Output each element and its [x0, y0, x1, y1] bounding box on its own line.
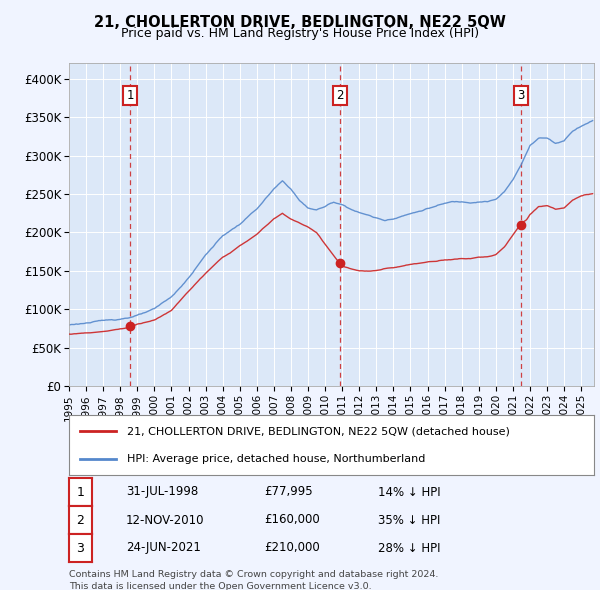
- Text: 28% ↓ HPI: 28% ↓ HPI: [378, 542, 440, 555]
- Text: £210,000: £210,000: [264, 542, 320, 555]
- Text: Contains HM Land Registry data © Crown copyright and database right 2024.: Contains HM Land Registry data © Crown c…: [69, 570, 439, 579]
- Text: 35% ↓ HPI: 35% ↓ HPI: [378, 513, 440, 526]
- Text: 12-NOV-2010: 12-NOV-2010: [126, 513, 205, 526]
- Text: 24-JUN-2021: 24-JUN-2021: [126, 542, 201, 555]
- Text: 2: 2: [336, 89, 344, 102]
- Text: 21, CHOLLERTON DRIVE, BEDLINGTON, NE22 5QW: 21, CHOLLERTON DRIVE, BEDLINGTON, NE22 5…: [94, 15, 506, 30]
- Text: Price paid vs. HM Land Registry's House Price Index (HPI): Price paid vs. HM Land Registry's House …: [121, 27, 479, 40]
- Text: 3: 3: [76, 542, 85, 555]
- Text: 3: 3: [517, 89, 525, 102]
- Text: 1: 1: [127, 89, 134, 102]
- Text: HPI: Average price, detached house, Northumberland: HPI: Average price, detached house, Nort…: [127, 454, 425, 464]
- Text: This data is licensed under the Open Government Licence v3.0.: This data is licensed under the Open Gov…: [69, 582, 371, 590]
- Text: 21, CHOLLERTON DRIVE, BEDLINGTON, NE22 5QW (detached house): 21, CHOLLERTON DRIVE, BEDLINGTON, NE22 5…: [127, 426, 509, 436]
- Text: 31-JUL-1998: 31-JUL-1998: [126, 486, 198, 499]
- Text: 1: 1: [76, 486, 85, 499]
- Text: £160,000: £160,000: [264, 513, 320, 526]
- Text: £77,995: £77,995: [264, 486, 313, 499]
- Text: 14% ↓ HPI: 14% ↓ HPI: [378, 486, 440, 499]
- Text: 2: 2: [76, 513, 85, 526]
